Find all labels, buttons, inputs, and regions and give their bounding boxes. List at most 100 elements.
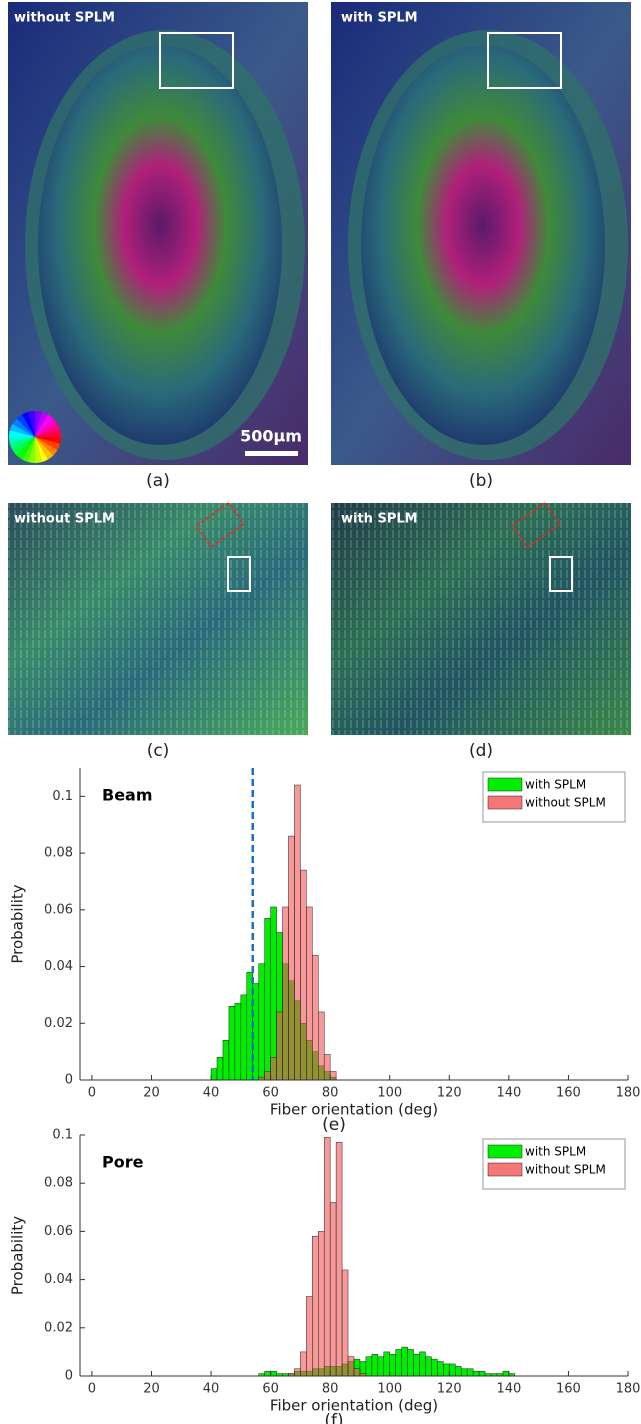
wheel-wedge (35, 437, 48, 463)
bar (282, 906, 289, 1081)
bar (455, 1366, 462, 1377)
y-tick-label: 0.02 (44, 1320, 73, 1335)
bar (288, 835, 295, 1081)
bar (216, 1057, 224, 1081)
bar (449, 1363, 456, 1377)
bar (341, 1269, 349, 1377)
wheel-wedge (35, 437, 58, 456)
x-axis-label: Fiber orientation (deg) (270, 1397, 438, 1415)
bar (395, 1349, 402, 1377)
legend-swatch (487, 1162, 523, 1177)
wheel-wedge (35, 437, 54, 460)
legend-label: with SPLM (525, 778, 586, 792)
legend-label: without SPLM (525, 1163, 606, 1177)
bar (419, 1351, 426, 1377)
bar (365, 1356, 373, 1377)
bar (210, 1068, 218, 1081)
bar (240, 994, 248, 1081)
bar (502, 1370, 510, 1377)
x-tick-label: 100 (377, 1382, 402, 1397)
x-tick-label: 0 (88, 1382, 96, 1397)
bar (478, 1370, 486, 1377)
wheel-wedge (16, 414, 35, 437)
legend-swatch (487, 795, 523, 810)
image-label: without SPLM (14, 512, 115, 527)
bar (347, 1356, 355, 1377)
bar (318, 1011, 325, 1081)
bar (270, 1057, 277, 1081)
bar (437, 1361, 444, 1377)
y-tick-label: 0.1 (52, 789, 73, 804)
wheel-wedge (9, 424, 35, 437)
bar (323, 1137, 331, 1377)
wheel-wedge (28, 437, 35, 463)
bar (312, 1235, 319, 1377)
legend-label: with SPLM (525, 1145, 586, 1159)
bar (294, 1368, 301, 1377)
legend-swatch (487, 777, 523, 792)
bar (335, 1141, 343, 1377)
wheel-wedge (12, 437, 35, 456)
bar (413, 1354, 420, 1377)
wheel-wedge (22, 437, 35, 463)
wheel-wedge (35, 414, 54, 437)
y-tick-label: 0.08 (44, 1176, 73, 1191)
wheel-wedge (35, 418, 58, 437)
wheel-wedge (9, 430, 35, 437)
x-tick-label: 120 (437, 1086, 462, 1101)
image-c (8, 501, 308, 735)
bar (377, 1356, 385, 1377)
wheel-wedge (35, 411, 42, 437)
legend-label: without SPLM (525, 796, 606, 810)
bar (276, 1011, 283, 1081)
x-tick-label: 180 (616, 1086, 641, 1101)
bar (270, 906, 277, 1081)
bar (329, 1071, 337, 1081)
bar (323, 1054, 331, 1081)
y-tick-label: 0.08 (44, 846, 73, 861)
wheel-wedge (16, 437, 35, 460)
bar (401, 1346, 408, 1377)
bar (329, 1202, 337, 1377)
bar (466, 1368, 474, 1377)
wheel-wedge (12, 418, 35, 437)
bar (228, 1006, 236, 1081)
image-label: with SPLM (341, 512, 418, 527)
caption: (b) (469, 471, 493, 491)
bar (306, 906, 313, 1081)
x-tick-label: 20 (143, 1086, 160, 1101)
x-tick-label: 160 (556, 1086, 581, 1101)
y-tick-label: 0.06 (44, 902, 73, 917)
bar (258, 963, 265, 1081)
bar (425, 1356, 432, 1377)
bar (222, 1040, 230, 1081)
bar (472, 1370, 480, 1377)
y-axis-label: Probability (9, 1216, 27, 1295)
y-tick-label: 0.06 (44, 1224, 73, 1239)
bar (389, 1354, 396, 1377)
bar (264, 1370, 271, 1377)
bar (407, 1349, 414, 1377)
bar (460, 1368, 468, 1377)
bar (234, 1003, 242, 1081)
x-tick-label: 80 (322, 1382, 339, 1397)
caption: (a) (146, 471, 170, 491)
image-d (331, 501, 631, 735)
annotation: Pore (102, 1153, 144, 1172)
x-axis-label: Fiber orientation (deg) (270, 1101, 438, 1119)
wheel-wedge (35, 437, 61, 450)
y-axis-label: Probability (9, 884, 27, 963)
wheel-wedge (35, 424, 61, 437)
x-tick-label: 80 (322, 1086, 339, 1101)
bar (312, 954, 319, 1081)
wheel-wedge (35, 437, 61, 444)
x-tick-label: 120 (437, 1382, 462, 1397)
x-tick-label: 100 (377, 1086, 402, 1101)
color-wheel (9, 411, 61, 463)
x-tick-label: 140 (496, 1086, 521, 1101)
wheel-wedge (9, 437, 35, 450)
wheel-wedge (35, 411, 48, 437)
x-tick-label: 40 (203, 1382, 220, 1397)
image-label: with SPLM (341, 11, 418, 26)
wheel-wedge (35, 430, 61, 437)
